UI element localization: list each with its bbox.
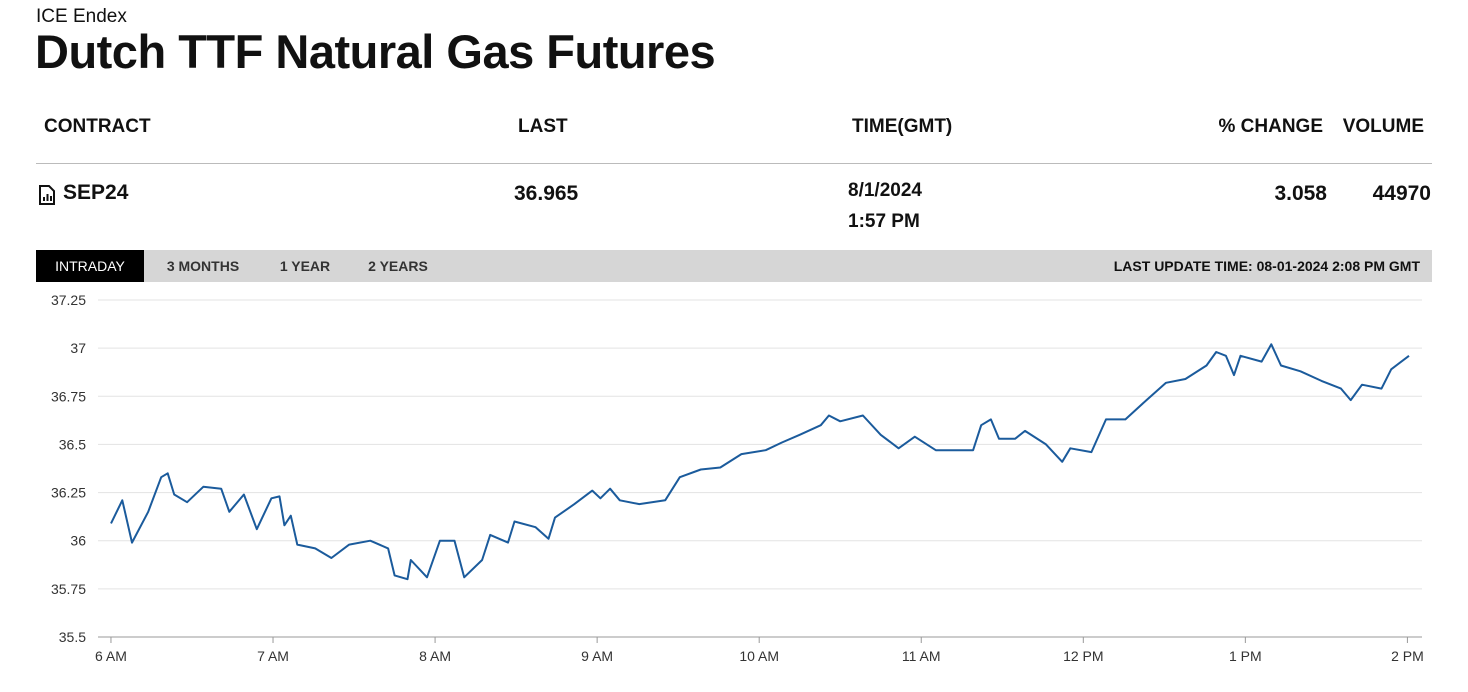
- x-tick-label: 2 PM: [1391, 648, 1424, 664]
- x-tick-label: 12 PM: [1063, 648, 1103, 664]
- percent-change: 3.058: [1274, 182, 1327, 205]
- source: ICE Endex: [36, 6, 127, 27]
- x-tick-label: 6 AM: [95, 648, 127, 664]
- tab[interactable]: 3 MONTHS: [166, 258, 240, 274]
- price-line: [110, 343, 1410, 581]
- column-header: VOLUME: [1342, 116, 1424, 137]
- y-tick-label: 36.25: [51, 485, 86, 501]
- column-header: CONTRACT: [44, 116, 151, 137]
- x-tick-label: 9 AM: [581, 648, 613, 664]
- contract[interactable]: SEP24: [63, 181, 129, 204]
- y-tick-label: 35.5: [59, 629, 86, 645]
- chart: 35.5 35.75 36 36.25 36.5 36.75 37 37.25 6 AM 7 AM…: [51, 292, 1424, 664]
- trade-date: 8/1/2024: [848, 180, 922, 201]
- y-tick-label: 35.75: [51, 581, 86, 597]
- tab[interactable]: 1 YEAR: [279, 258, 331, 274]
- page-title: Dutch TTF Natural Gas Futures: [35, 25, 716, 78]
- x-tick-label: 7 AM: [257, 648, 289, 664]
- tab[interactable]: 2 YEARS: [368, 258, 428, 274]
- chart-icon[interactable]: [38, 185, 56, 205]
- x-tick-label: 11 AM: [902, 648, 941, 664]
- y-tick-label: 37.25: [51, 292, 86, 308]
- y-tick-label: 36.5: [59, 436, 86, 452]
- last-price: 36.965: [514, 182, 579, 205]
- trade-time: 1:57 PM: [848, 211, 920, 232]
- column-header: TIME(GMT): [852, 116, 953, 137]
- last-update: LAST UPDATE TIME: 08-01-2024 2:08 PM GMT: [1113, 258, 1420, 274]
- column-header: LAST: [518, 116, 568, 137]
- y-tick-label: 36.75: [51, 388, 86, 404]
- x-tick-label: 1 PM: [1229, 648, 1262, 664]
- divider: [36, 163, 1432, 164]
- x-tick-label: 10 AM: [739, 648, 779, 664]
- x-tick-label: 8 AM: [419, 648, 451, 664]
- y-tick-label: 37: [70, 340, 86, 356]
- column-header: % CHANGE: [1218, 116, 1323, 137]
- volume: 44970: [1372, 182, 1431, 205]
- tab-bar: [36, 250, 1432, 282]
- y-tick-label: 36: [70, 533, 86, 549]
- tab[interactable]: INTRADAY: [36, 250, 144, 282]
